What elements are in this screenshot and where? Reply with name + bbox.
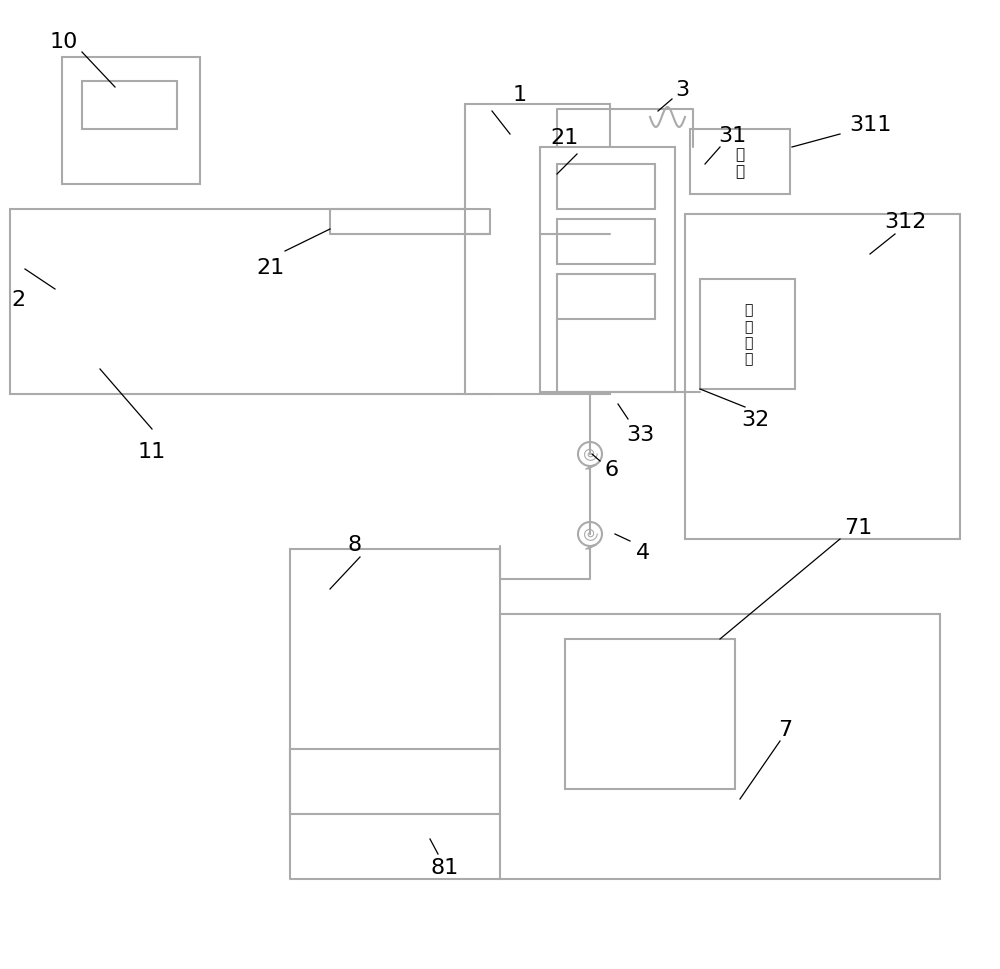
Bar bbox=[690, 130, 790, 195]
Text: 1: 1 bbox=[513, 85, 527, 105]
Text: 311: 311 bbox=[849, 115, 891, 135]
Bar bbox=[685, 215, 960, 540]
Text: 31: 31 bbox=[718, 126, 746, 146]
Bar bbox=[82, 82, 177, 130]
Bar bbox=[565, 640, 735, 789]
Text: 6: 6 bbox=[605, 459, 619, 480]
Text: 7: 7 bbox=[778, 719, 792, 739]
Text: 21: 21 bbox=[256, 258, 284, 278]
Text: 10: 10 bbox=[50, 32, 78, 52]
Bar bbox=[557, 220, 655, 265]
Bar bbox=[290, 549, 500, 749]
Text: 8: 8 bbox=[348, 535, 362, 554]
Bar bbox=[540, 148, 675, 392]
Text: 冷
水: 冷 水 bbox=[735, 146, 745, 179]
Bar bbox=[557, 275, 655, 320]
Bar bbox=[700, 280, 795, 390]
Text: 21: 21 bbox=[551, 128, 579, 148]
Text: 32: 32 bbox=[741, 410, 769, 429]
Text: 81: 81 bbox=[431, 858, 459, 877]
Text: 33: 33 bbox=[626, 424, 654, 445]
Text: 2: 2 bbox=[11, 290, 25, 310]
Bar bbox=[62, 58, 200, 185]
Text: 11: 11 bbox=[138, 442, 166, 461]
Text: 暖
气
管
道: 暖 气 管 道 bbox=[744, 303, 752, 366]
Text: 71: 71 bbox=[844, 517, 872, 538]
Text: 4: 4 bbox=[636, 543, 650, 562]
Bar bbox=[465, 105, 610, 394]
Text: 3: 3 bbox=[675, 79, 689, 100]
Text: 312: 312 bbox=[884, 212, 926, 232]
Bar bbox=[10, 209, 490, 394]
Bar bbox=[557, 165, 655, 209]
Bar bbox=[500, 614, 940, 879]
